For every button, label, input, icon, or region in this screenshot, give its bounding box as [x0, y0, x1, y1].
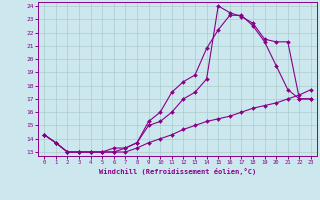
- X-axis label: Windchill (Refroidissement éolien,°C): Windchill (Refroidissement éolien,°C): [99, 168, 256, 175]
